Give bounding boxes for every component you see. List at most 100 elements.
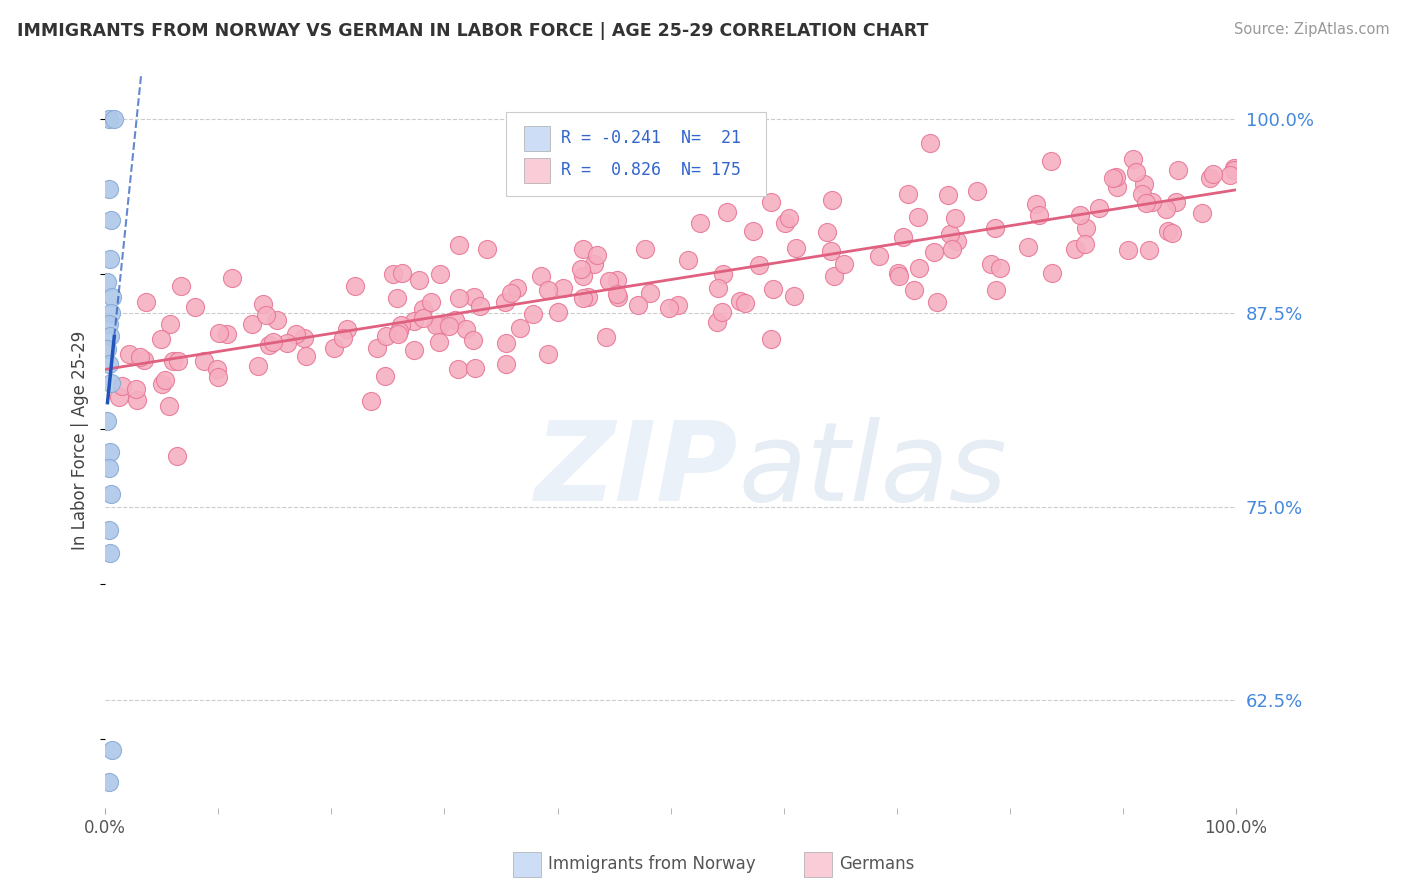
Point bbox=[983, 220, 1005, 235]
Point bbox=[1156, 202, 1178, 216]
Point bbox=[404, 343, 426, 357]
Point bbox=[658, 301, 681, 315]
Point bbox=[710, 305, 733, 319]
Point bbox=[375, 328, 398, 343]
Point bbox=[495, 357, 517, 371]
Point bbox=[1133, 178, 1156, 192]
Point bbox=[986, 283, 1008, 297]
Point bbox=[385, 291, 408, 305]
Text: Immigrants from Norway: Immigrants from Norway bbox=[548, 855, 756, 873]
Point bbox=[676, 253, 699, 268]
Point bbox=[1025, 197, 1047, 211]
Point bbox=[706, 315, 728, 329]
Point bbox=[100, 376, 122, 390]
Point bbox=[1105, 180, 1128, 194]
Point bbox=[1135, 196, 1157, 211]
Point bbox=[1028, 208, 1050, 222]
Point bbox=[97, 775, 120, 789]
Point bbox=[412, 302, 434, 317]
Point bbox=[1223, 161, 1246, 175]
Point bbox=[294, 349, 316, 363]
Point bbox=[606, 286, 628, 301]
Point bbox=[501, 285, 523, 300]
Point bbox=[494, 295, 516, 310]
Point bbox=[124, 382, 146, 396]
Point bbox=[627, 298, 650, 312]
Point bbox=[96, 275, 118, 289]
Point bbox=[97, 317, 120, 331]
Point bbox=[256, 308, 278, 322]
Point bbox=[537, 347, 560, 361]
Point bbox=[1157, 224, 1180, 238]
Point bbox=[285, 326, 308, 341]
Point bbox=[157, 399, 180, 413]
Text: Germans: Germans bbox=[839, 855, 915, 873]
Point bbox=[606, 273, 628, 287]
Point bbox=[107, 390, 129, 404]
Point bbox=[922, 245, 945, 260]
Point bbox=[221, 270, 243, 285]
Point bbox=[155, 373, 177, 387]
Point bbox=[461, 334, 484, 348]
Point bbox=[292, 331, 315, 345]
Point bbox=[868, 249, 890, 263]
Point bbox=[606, 290, 628, 304]
Point bbox=[391, 266, 413, 280]
Point bbox=[571, 268, 593, 283]
Point bbox=[150, 377, 173, 392]
Point bbox=[495, 336, 517, 351]
Point bbox=[927, 295, 949, 310]
Point bbox=[470, 299, 492, 313]
Point bbox=[887, 269, 910, 284]
Point bbox=[101, 291, 124, 305]
Point bbox=[420, 294, 443, 309]
Point bbox=[918, 136, 941, 150]
Point bbox=[425, 318, 447, 332]
Point bbox=[551, 281, 574, 295]
Point bbox=[907, 210, 929, 224]
Point bbox=[463, 290, 485, 304]
Point bbox=[447, 292, 470, 306]
Point bbox=[135, 295, 157, 310]
Point bbox=[1223, 162, 1246, 177]
Point bbox=[988, 260, 1011, 275]
Point bbox=[276, 336, 298, 351]
Point bbox=[509, 321, 531, 335]
Point bbox=[761, 282, 783, 296]
Point bbox=[257, 338, 280, 352]
Point bbox=[1166, 194, 1188, 209]
Point bbox=[1219, 168, 1241, 182]
Point bbox=[98, 329, 121, 343]
Point bbox=[98, 252, 121, 266]
Text: ZIP: ZIP bbox=[534, 417, 738, 524]
Point bbox=[374, 369, 396, 384]
Point bbox=[666, 297, 689, 311]
Point bbox=[336, 322, 359, 336]
Point bbox=[943, 211, 966, 226]
Point bbox=[262, 335, 284, 350]
Point bbox=[382, 267, 405, 281]
Point bbox=[832, 257, 855, 271]
Point bbox=[366, 341, 388, 355]
Y-axis label: In Labor Force | Age 25-29: In Labor Force | Age 25-29 bbox=[72, 331, 89, 550]
Point bbox=[100, 306, 122, 320]
Point bbox=[569, 262, 592, 277]
Point bbox=[101, 742, 124, 756]
Point bbox=[547, 305, 569, 319]
Point bbox=[128, 351, 150, 365]
Point bbox=[159, 318, 181, 332]
Point bbox=[207, 369, 229, 384]
Point bbox=[1116, 243, 1139, 257]
Point bbox=[166, 449, 188, 463]
Point bbox=[97, 460, 120, 475]
Point bbox=[1199, 171, 1222, 186]
Point bbox=[1069, 208, 1091, 222]
Point bbox=[103, 112, 125, 127]
Point bbox=[437, 319, 460, 334]
Point bbox=[966, 184, 988, 198]
Point bbox=[134, 352, 156, 367]
Point bbox=[150, 332, 173, 346]
Point bbox=[404, 314, 426, 328]
Point bbox=[598, 274, 620, 288]
Point bbox=[208, 326, 231, 340]
